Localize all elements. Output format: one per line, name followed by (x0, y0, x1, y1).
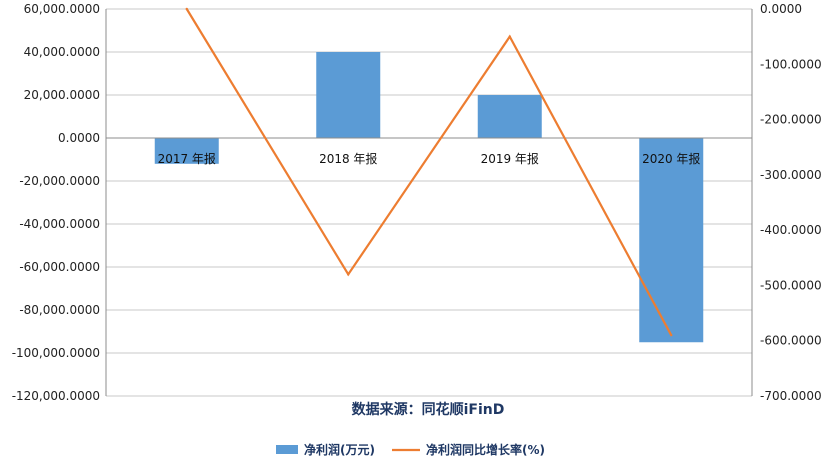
bar (477, 95, 542, 138)
legend-bar-swatch (276, 445, 298, 454)
bar (154, 138, 219, 164)
left-tick-label: -40,000.0000 (19, 217, 100, 231)
line-series (185, 7, 673, 337)
line-point (347, 273, 350, 276)
line-point (508, 35, 511, 38)
right-tick-label: -300.0000 (760, 168, 822, 182)
right-tick-label: -600.0000 (760, 334, 822, 348)
category-labels: 2017 年报 2018 年报 2019 年报 2020 年报 (158, 151, 701, 166)
right-tick-label: -500.0000 (760, 278, 822, 292)
category-label: 2020 年报 (642, 151, 700, 166)
category-label: 2019 年报 (481, 151, 539, 166)
growth-rate-line (185, 8, 673, 336)
right-axis-tick-labels: 0.0000 -100.0000 -200.0000 -300.0000 -400.00… (760, 2, 822, 403)
right-tick-label: -700.0000 (760, 389, 822, 403)
left-tick-label: -80,000.0000 (19, 303, 100, 317)
category-label: 2018 年报 (319, 151, 377, 166)
right-tick-label: 0.0000 (760, 2, 802, 16)
left-tick-label: -100,000.0000 (12, 346, 100, 360)
left-axis-tick-labels: 60,000.0000 40,000.0000 20,000.0000 0.0000 -… (12, 2, 100, 403)
bar-series (154, 52, 704, 343)
bar (316, 52, 381, 138)
left-tick-label: -20,000.0000 (19, 174, 100, 188)
left-tick-label: 0.0000 (58, 131, 100, 145)
legend-line-label: 净利润同比增长率(%) (426, 442, 545, 457)
right-tick-label: -100.0000 (760, 57, 822, 71)
line-point (670, 333, 673, 337)
left-tick-label: 40,000.0000 (24, 45, 100, 59)
right-tick-label: -200.0000 (760, 113, 822, 127)
left-tick-label: -120,000.0000 (12, 389, 100, 403)
left-tick-label: 20,000.0000 (24, 88, 100, 102)
legend-bar-label: 净利润(万元) (304, 442, 375, 457)
left-tick-label: 60,000.0000 (24, 2, 100, 16)
line-point (185, 7, 188, 11)
left-tick-label: -60,000.0000 (19, 260, 100, 274)
legend: 净利润(万元) 净利润同比增长率(%) (276, 442, 545, 457)
axes (105, 9, 753, 396)
right-tick-label: -400.0000 (760, 223, 822, 237)
category-label: 2017 年报 (158, 151, 216, 166)
source-caption: 数据来源：同花顺iFinD (352, 401, 505, 418)
bar (639, 138, 704, 343)
